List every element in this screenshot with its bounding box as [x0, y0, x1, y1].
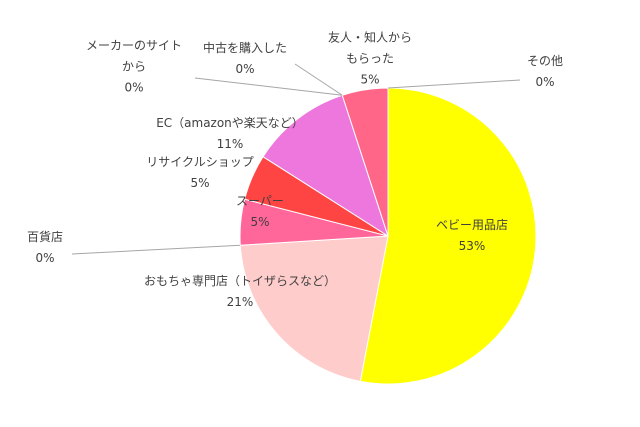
slice-value-label: 0%	[124, 81, 143, 95]
slice-category-label: 中古を購入した	[203, 40, 287, 55]
slice-category-label: その他	[527, 54, 563, 68]
slice-value-label: 11%	[217, 137, 244, 151]
slice-value-label: 53%	[459, 239, 486, 253]
pie-slice	[239, 235, 389, 382]
pie-slice	[262, 94, 389, 238]
slice-value-label: 5%	[360, 73, 379, 87]
slice-value-label: 5%	[190, 176, 209, 190]
slice-category-label: から	[122, 60, 146, 74]
leader-line	[194, 77, 343, 96]
leader-lines-layer	[71, 63, 521, 255]
pie-slice	[359, 87, 537, 385]
slice-category-label: リサイクルショップ	[146, 155, 253, 169]
slices-layer	[239, 87, 537, 385]
leader-line	[387, 79, 521, 89]
leader-line	[71, 244, 241, 255]
slice-value-label: 21%	[227, 295, 254, 309]
leader-line	[294, 63, 343, 96]
slice-category-label: スーパー	[236, 194, 284, 208]
slice-category-label: 百貨店	[27, 229, 63, 244]
slice-category-label: おもちゃ専門店（トイザらスなど）	[144, 274, 336, 288]
slice-value-label: 0%	[535, 75, 554, 89]
slice-value-label: 0%	[235, 62, 254, 76]
slice-category-label: メーカーのサイト	[86, 39, 182, 53]
slice-category-label: もらった	[346, 52, 394, 66]
pie-slice	[341, 87, 389, 237]
slice-category-label: EC（amazonや楽天など）	[156, 116, 304, 130]
slice-value-label: 0%	[35, 251, 54, 265]
slice-value-label: 5%	[250, 215, 269, 229]
labels-layer: ベビー用品店 53% おもちゃ専門店（トイザらスなど） 21% 百貨店 0% スーパー 5% リ…	[27, 31, 563, 310]
slice-category-label: ベビー用品店	[436, 218, 508, 232]
slice-category-label: 友人・知人から	[328, 31, 412, 45]
